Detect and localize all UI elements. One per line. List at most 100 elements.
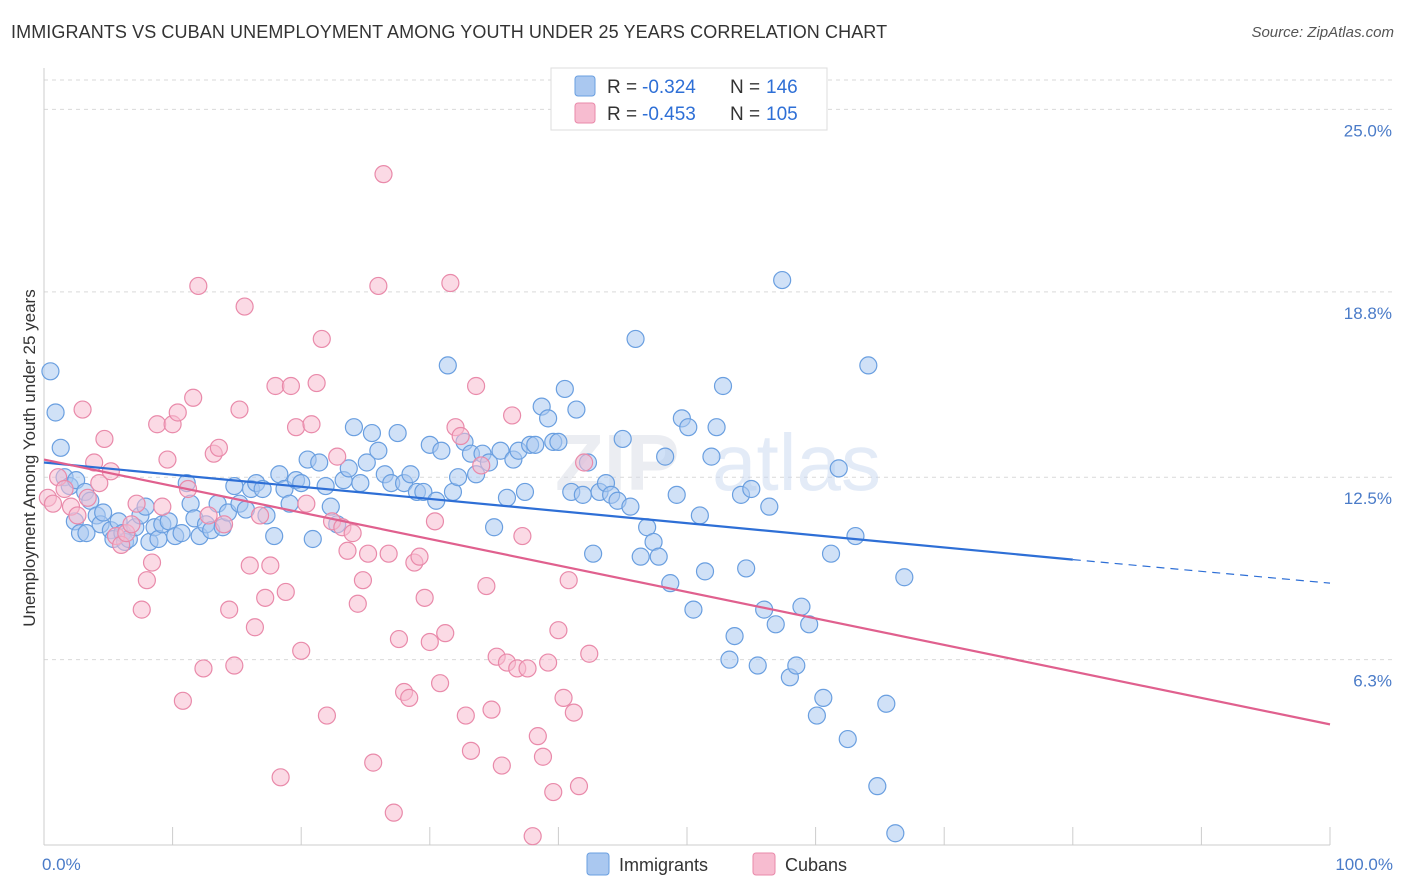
immigrants-point: [94, 503, 113, 522]
immigrants-point: [748, 656, 767, 675]
immigrants-point: [515, 482, 535, 502]
legend: R = -0.324 N = 146 R = -0.453 N = 105: [550, 67, 828, 131]
immigrants-point: [448, 468, 468, 487]
cubans-point: [240, 556, 259, 575]
cubans-point: [194, 659, 213, 678]
immigrants-point: [656, 447, 675, 466]
source-label: Source: ZipAtlas.com: [1251, 24, 1394, 41]
bottom-legend-immigrants: Immigrants: [619, 855, 708, 875]
legend-r-label: R =: [607, 104, 637, 125]
cubans-point: [245, 618, 265, 637]
immigrants-point: [172, 524, 191, 543]
cubans-point: [184, 388, 203, 407]
y-tick-label: 12.5%: [1344, 489, 1392, 508]
immigrants-point: [713, 376, 733, 396]
immigrants-point: [339, 459, 358, 478]
cubans-point: [389, 629, 409, 649]
legend-r-immigrants: -0.324: [642, 77, 696, 98]
immigrants-point: [555, 379, 574, 399]
cubans-point: [225, 656, 244, 675]
cubans-point: [492, 756, 511, 775]
cubans-point: [148, 415, 167, 434]
cubans-point: [420, 632, 439, 652]
cubans-point: [214, 515, 234, 534]
cubans-point: [199, 506, 218, 525]
immigrants-point: [679, 418, 698, 437]
cubans-trend-line: [43, 458, 1331, 726]
immigrants-point: [485, 518, 504, 537]
immigrants-point: [621, 497, 640, 516]
cubans-point: [456, 706, 475, 725]
cubans-point: [564, 703, 583, 722]
cubans-point: [328, 447, 347, 466]
immigrants-point: [292, 473, 311, 493]
immigrants-trend-line: [43, 461, 1073, 561]
chart-title: IMMIGRANTS VS CUBAN UNEMPLOYMENT AMONG Y…: [11, 22, 888, 42]
cubans-point: [78, 488, 97, 507]
cubans-point: [441, 273, 460, 293]
immigrants-point: [303, 529, 322, 549]
cubans-point: [122, 515, 141, 534]
cubans-point: [539, 653, 558, 672]
immigrants-point: [737, 559, 756, 578]
immigrants-point: [46, 403, 65, 422]
cubans-point: [518, 659, 537, 678]
bottom-legend: Immigrants Cubans: [586, 852, 847, 876]
immigrants-point: [821, 544, 841, 563]
trend-lines: [43, 458, 1331, 726]
cubans-point: [466, 376, 486, 396]
immigrants-point: [584, 544, 603, 563]
cubans-point: [554, 688, 573, 707]
legend-n-label: N =: [730, 104, 760, 125]
legend-n-label: N =: [730, 77, 760, 98]
immigrants-point: [895, 568, 914, 587]
cubans-point: [158, 450, 177, 469]
cubans-point: [209, 438, 228, 457]
immigrants-point: [838, 729, 857, 749]
immigrants-point: [388, 423, 407, 443]
immigrants-point: [800, 615, 819, 634]
immigrants-point: [526, 435, 545, 454]
immigrants-point: [344, 418, 364, 437]
immigrants-point: [316, 476, 335, 496]
immigrants-point: [690, 506, 709, 525]
cubans-point: [292, 641, 311, 660]
legend-box: [550, 67, 828, 131]
immigrants-point: [357, 453, 376, 472]
immigrants-point: [253, 479, 272, 499]
legend-r-cubans: -0.453: [642, 104, 696, 125]
legend-n-immigrants: 146: [766, 77, 798, 98]
immigrants-point: [695, 562, 715, 581]
cubans-point: [250, 506, 270, 525]
immigrants-point: [792, 597, 811, 616]
immigrants-point: [310, 453, 329, 472]
cubans-point: [220, 600, 239, 619]
cubans-point: [95, 429, 114, 449]
legend-swatch-immigrants: [574, 75, 596, 97]
y-tick-label: 6.3%: [1353, 672, 1392, 691]
cubans-point: [271, 768, 290, 787]
x-tick-label: 0.0%: [42, 855, 81, 874]
cubans-point: [503, 406, 522, 425]
immigrants-point: [667, 485, 686, 504]
cubans-point: [569, 777, 589, 796]
immigrants-point: [497, 488, 517, 507]
immigrants-point: [649, 547, 668, 566]
cubans-point: [533, 747, 553, 766]
cubans-point: [235, 297, 254, 316]
cubans-point: [425, 512, 445, 531]
cubans-point: [90, 473, 109, 493]
immigrants-point: [573, 485, 592, 504]
immigrants-point: [362, 423, 382, 443]
immigrants-point: [613, 429, 632, 449]
cubans-point: [276, 582, 295, 602]
immigrants-point: [491, 441, 510, 460]
cubans-point: [477, 576, 496, 596]
cubans-point: [168, 403, 187, 422]
cubans-point: [127, 494, 146, 513]
immigrants-point: [41, 362, 60, 381]
cubans-point: [523, 827, 542, 846]
cubans-point: [281, 376, 301, 396]
immigrants-point: [707, 418, 726, 437]
